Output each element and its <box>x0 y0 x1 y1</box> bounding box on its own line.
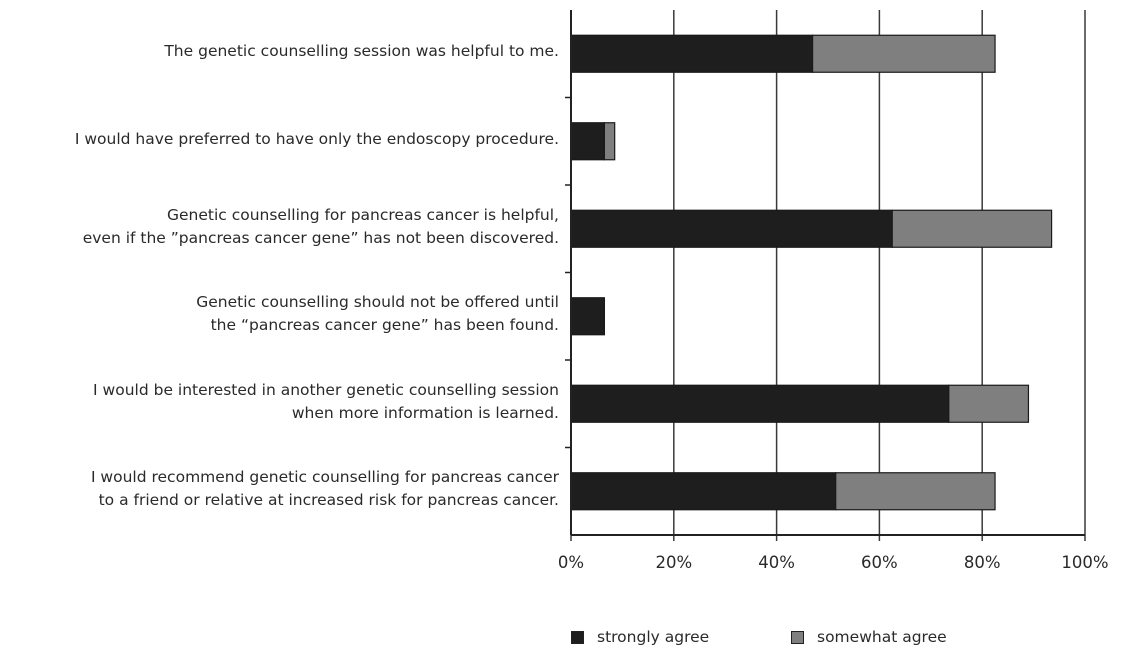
axes <box>565 10 1085 536</box>
bar-somewhat-agree <box>835 472 996 511</box>
legend-swatch-somewhat-agree <box>791 630 804 644</box>
bar-strongly-agree <box>570 209 893 248</box>
gridlines <box>570 10 1086 541</box>
bars <box>570 34 1053 511</box>
x-tick-label: 80% <box>964 553 1001 572</box>
bar-somewhat-agree <box>891 209 1053 248</box>
legend-label-somewhat-agree: somewhat agree <box>817 628 947 646</box>
category-label: Genetic counselling should not be offere… <box>0 291 559 337</box>
category-label: Genetic counselling for pancreas cancer … <box>0 204 559 250</box>
x-tick-label: 0% <box>558 553 584 572</box>
bar-somewhat-agree <box>603 122 616 161</box>
x-tick-label: 40% <box>758 553 795 572</box>
category-label-line: when more information is learned. <box>291 403 559 422</box>
legend-swatch-strongly-agree <box>571 630 584 644</box>
x-tick-label: 100% <box>1061 553 1108 572</box>
bar-strongly-agree <box>570 297 606 336</box>
legend-label-strongly-agree: strongly agree <box>597 628 710 646</box>
bar-strongly-agree <box>570 472 837 511</box>
category-label-line: even if the ”pancreas cancer gene” has n… <box>82 228 559 247</box>
category-label-line: I would have preferred to have only the … <box>74 129 559 148</box>
category-label-line: to a friend or relative at increased ris… <box>98 491 559 510</box>
bar-strongly-agree <box>570 122 606 161</box>
category-label-line: the “pancreas cancer gene” has been foun… <box>210 316 559 335</box>
x-tick-labels: 0% 20% 40% 60% 80% 100% <box>558 553 1109 572</box>
bar-somewhat-agree <box>948 384 1030 423</box>
category-label-line: Genetic counselling should not be offere… <box>196 293 559 312</box>
legend-item-strongly-agree: strongly agree <box>571 628 709 646</box>
category-label: I would recommend genetic counselling fo… <box>0 466 559 512</box>
x-tick-label: 20% <box>655 553 692 572</box>
bar-strongly-agree <box>570 34 814 73</box>
category-label: I would be interested in another genetic… <box>0 379 559 425</box>
category-label-line: The genetic counselling session was help… <box>164 42 559 61</box>
legend-item-somewhat-agree: somewhat agree <box>791 628 947 646</box>
category-label-line: Genetic counselling for pancreas cancer … <box>166 205 559 224</box>
category-label-line: I would recommend genetic counselling fo… <box>90 468 559 487</box>
category-label-line: I would be interested in another genetic… <box>93 380 559 399</box>
category-label: I would have preferred to have only the … <box>0 128 559 151</box>
bar-strongly-agree <box>570 384 950 423</box>
category-label: The genetic counselling session was help… <box>0 40 559 63</box>
x-tick-label: 60% <box>861 553 898 572</box>
bar-somewhat-agree <box>811 34 996 73</box>
